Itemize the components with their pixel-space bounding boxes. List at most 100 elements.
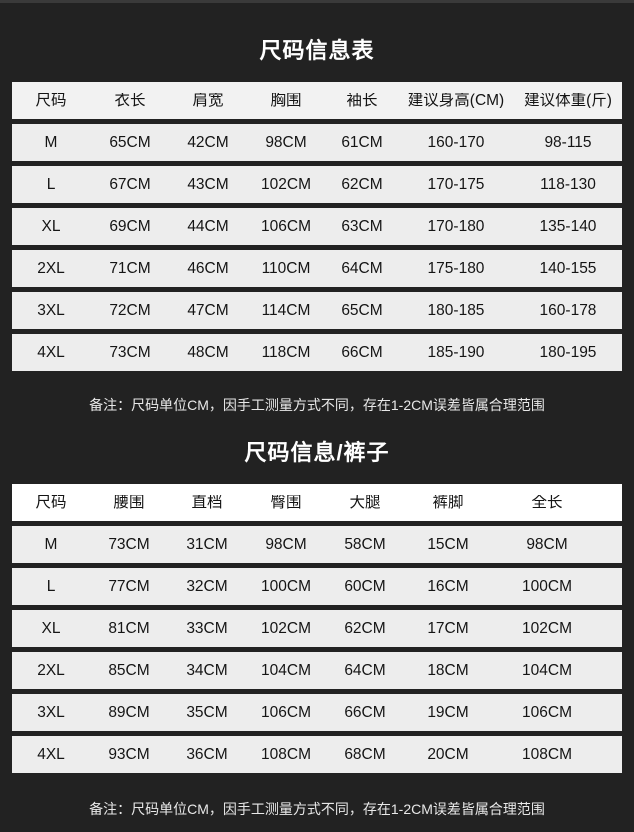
cell-leg-hem: 15CM [427, 536, 469, 553]
cell-hip: 104CM [261, 662, 311, 679]
cell-sleeve: 65CM [341, 302, 383, 319]
cell-length: 65CM [109, 134, 151, 151]
table-row: XL 69CM 44CM 106CM 63CM 170-180 135-140 [12, 208, 622, 245]
table-header-row: 尺码 腰围 直档 臀围 大腿 裤脚 全长 [12, 484, 622, 521]
cell-weight: 160-178 [539, 302, 597, 319]
cell-hip: 102CM [261, 620, 311, 637]
cell-hip: 100CM [261, 578, 311, 595]
column-header-waist: 腰围 [113, 494, 145, 511]
column-header-weight: 建议体重(斤) [524, 92, 612, 109]
cell-weight: 135-140 [539, 218, 597, 235]
cell-size: 3XL [37, 302, 65, 319]
cell-shoulder: 46CM [187, 260, 229, 277]
cell-length: 72CM [109, 302, 151, 319]
cell-size: L [46, 578, 56, 595]
cell-bust: 102CM [261, 176, 311, 193]
cell-height: 160-170 [427, 134, 485, 151]
cell-shoulder: 44CM [187, 218, 229, 235]
cell-weight: 118-130 [540, 176, 596, 193]
cell-waist: 77CM [108, 578, 150, 595]
cell-size: XL [41, 218, 61, 235]
cell-shoulder: 43CM [187, 176, 229, 193]
table-row: M 65CM 42CM 98CM 61CM 160-170 98-115 [12, 124, 622, 161]
table-row: 2XL 85CM 34CM 104CM 64CM 18CM 104CM [12, 652, 622, 689]
table-row: 4XL 73CM 48CM 118CM 66CM 185-190 180-195 [12, 334, 622, 371]
cell-thigh: 58CM [344, 536, 386, 553]
column-header-leg-hem: 裤脚 [432, 494, 464, 511]
column-header-size: 尺码 [35, 494, 67, 511]
cell-height: 170-175 [427, 176, 485, 193]
cell-sleeve: 64CM [341, 260, 383, 277]
column-header-size: 尺码 [35, 92, 67, 109]
section-pants-size-chart: 尺码信息/裤子 尺码 腰围 直档 臀围 大腿 裤脚 全长 M 73CM 31CM… [0, 412, 634, 816]
cell-rise: 32CM [186, 578, 228, 595]
column-header-bust: 胸围 [270, 92, 302, 109]
cell-hip: 98CM [265, 536, 307, 553]
cell-waist: 93CM [108, 746, 150, 763]
cell-thigh: 64CM [344, 662, 386, 679]
cell-full-len: 100CM [522, 578, 572, 595]
cell-bust: 118CM [261, 344, 311, 361]
cell-full-len: 104CM [522, 662, 572, 679]
measurement-note: 备注：尺码单位CM，因手工测量方式不同，存在1-2CM误差皆属合理范围 [89, 801, 545, 817]
cell-bust: 98CM [265, 134, 307, 151]
cell-waist: 81CM [108, 620, 150, 637]
section-shirt-size-chart: 尺码信息表 尺码 衣长 肩宽 胸围 袖长 建议身高(CM) 建议体重(斤) M … [0, 0, 634, 412]
table-row: 3XL 72CM 47CM 114CM 65CM 180-185 160-178 [12, 292, 622, 329]
cell-size: 2XL [37, 260, 65, 277]
cell-full-len: 98CM [526, 536, 568, 553]
top-edge-divider [0, 0, 634, 3]
cell-size: L [46, 176, 56, 193]
column-header-shoulder: 肩宽 [192, 92, 224, 109]
cell-thigh: 66CM [344, 704, 386, 721]
cell-sleeve: 61CM [341, 134, 383, 151]
table-row: L 77CM 32CM 100CM 60CM 16CM 100CM [12, 568, 622, 605]
column-header-length: 衣长 [114, 92, 146, 109]
table-row: XL 81CM 33CM 102CM 62CM 17CM 102CM [12, 610, 622, 647]
cell-bust: 106CM [261, 218, 311, 235]
column-header-thigh: 大腿 [349, 494, 381, 511]
cell-bust: 114CM [261, 302, 311, 319]
cell-waist: 89CM [108, 704, 150, 721]
cell-rise: 36CM [186, 746, 228, 763]
section-title-pants: 尺码信息/裤子 [244, 440, 390, 465]
cell-shoulder: 48CM [187, 344, 229, 361]
cell-thigh: 60CM [344, 578, 386, 595]
cell-leg-hem: 18CM [427, 662, 469, 679]
cell-length: 73CM [109, 344, 151, 361]
table-row: L 67CM 43CM 102CM 62CM 170-175 118-130 [12, 166, 622, 203]
cell-rise: 35CM [186, 704, 228, 721]
shirt-size-table: 尺码 衣长 肩宽 胸围 袖长 建议身高(CM) 建议体重(斤) M 65CM 4… [12, 82, 622, 371]
cell-length: 71CM [109, 260, 151, 277]
cell-rise: 31CM [186, 536, 228, 553]
cell-hip: 106CM [261, 704, 311, 721]
column-header-full-len: 全长 [531, 494, 563, 511]
page-title: 尺码信息表 [259, 38, 375, 63]
cell-height: 180-185 [427, 302, 485, 319]
cell-leg-hem: 20CM [427, 746, 469, 763]
cell-sleeve: 63CM [341, 218, 383, 235]
cell-size: 4XL [37, 344, 65, 361]
measurement-note: 备注：尺码单位CM，因手工测量方式不同，存在1-2CM误差皆属合理范围 [89, 397, 545, 413]
cell-size: 4XL [37, 746, 65, 763]
cell-full-len: 106CM [522, 704, 572, 721]
table-row: 2XL 71CM 46CM 110CM 64CM 175-180 140-155 [12, 250, 622, 287]
cell-size: XL [41, 620, 61, 637]
table-row: 3XL 89CM 35CM 106CM 66CM 19CM 106CM [12, 694, 622, 731]
column-header-rise: 直档 [191, 494, 223, 511]
cell-thigh: 62CM [344, 620, 386, 637]
cell-length: 67CM [109, 176, 151, 193]
table-row: M 73CM 31CM 98CM 58CM 15CM 98CM [12, 526, 622, 563]
cell-size: M [44, 134, 58, 151]
cell-size: 3XL [37, 704, 65, 721]
cell-weight: 180-195 [539, 344, 597, 361]
table-row: 4XL 93CM 36CM 108CM 68CM 20CM 108CM [12, 736, 622, 773]
cell-waist: 85CM [108, 662, 150, 679]
cell-shoulder: 42CM [187, 134, 229, 151]
cell-leg-hem: 16CM [427, 578, 469, 595]
column-header-sleeve: 袖长 [346, 92, 378, 109]
cell-sleeve: 66CM [341, 344, 383, 361]
cell-rise: 33CM [186, 620, 228, 637]
cell-height: 185-190 [427, 344, 485, 361]
